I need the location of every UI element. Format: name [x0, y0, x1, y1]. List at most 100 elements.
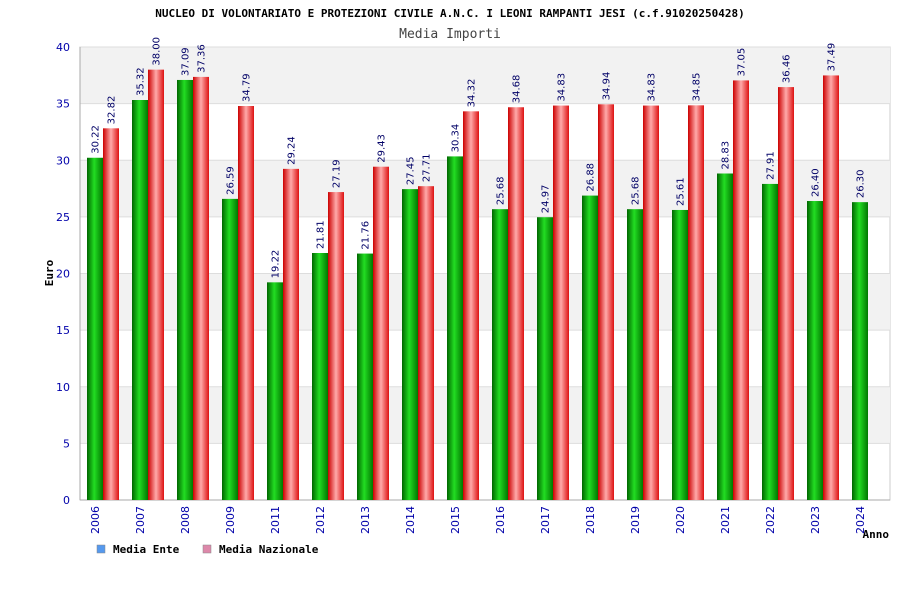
- bar-media-nazionale: [373, 166, 389, 500]
- bar-media-ente: [357, 253, 373, 500]
- bar-media-ente: [627, 209, 643, 500]
- data-label: 27.91: [766, 151, 777, 180]
- x-tick-label: 2012: [314, 506, 327, 534]
- x-tick-label: 2007: [134, 506, 147, 534]
- data-label: 27.19: [332, 159, 343, 188]
- data-label: 37.36: [197, 44, 208, 73]
- bar-media-ente: [807, 201, 823, 500]
- x-tick-label: 2019: [629, 506, 642, 534]
- y-tick-label: 20: [56, 268, 70, 281]
- y-tick-label: 15: [56, 324, 70, 337]
- bar-media-ente: [762, 183, 778, 500]
- legend-label-media-nazionale: Media Nazionale: [219, 543, 319, 556]
- y-tick-label: 25: [56, 211, 70, 224]
- data-label: 34.32: [467, 79, 478, 108]
- x-tick-label: 2021: [719, 506, 732, 534]
- data-label: 38.00: [152, 37, 163, 66]
- bar-media-nazionale: [148, 69, 164, 501]
- bar-media-ente: [87, 157, 103, 501]
- data-label: 21.76: [361, 221, 372, 250]
- bar-media-ente: [222, 198, 238, 500]
- data-label: 25.68: [496, 177, 507, 206]
- y-tick-label: 5: [63, 437, 70, 450]
- x-tick-label: 2009: [224, 506, 237, 534]
- data-label: 21.81: [316, 220, 327, 249]
- bar-media-ente: [402, 189, 418, 500]
- x-tick-labels: 2006 2007 2008 2009 2011 2012 2013 2014 2015 2016…: [89, 506, 867, 534]
- data-label: 29.24: [287, 136, 298, 165]
- plot-band: [80, 386, 890, 444]
- x-tick-label: 2018: [584, 506, 597, 534]
- bar-media-nazionale: [778, 87, 794, 500]
- data-label: 34.83: [557, 73, 568, 102]
- x-tick-label: 2014: [404, 506, 417, 534]
- plot-band: [80, 160, 890, 217]
- bar-media-nazionale: [418, 186, 434, 500]
- bar-media-nazionale: [598, 104, 614, 500]
- legend: Media Ente Media Nazionale: [96, 543, 319, 556]
- data-label: 34.85: [692, 73, 703, 102]
- x-tick-label: 2013: [359, 506, 372, 534]
- data-label: 34.68: [512, 75, 523, 104]
- legend-swatch-media-nazionale: [202, 544, 212, 554]
- y-tick-label: 30: [56, 154, 70, 167]
- data-label: 36.46: [782, 54, 793, 83]
- data-label: 19.22: [271, 250, 282, 279]
- data-label: 26.59: [226, 166, 237, 195]
- y-tick-labels: 0 5 10 15 20 25 30 35 40: [56, 41, 70, 507]
- data-label: 26.40: [811, 168, 822, 197]
- data-label: 28.83: [721, 141, 732, 170]
- data-label: 26.30: [856, 170, 867, 199]
- bar-media-ente: [492, 209, 508, 500]
- bar-media-nazionale: [688, 105, 704, 500]
- x-tick-label: 2015: [449, 506, 462, 534]
- y-tick-label: 40: [56, 41, 70, 54]
- grid-lines: [79, 46, 890, 501]
- chart-subtitle: Media Importi: [399, 27, 501, 42]
- data-label: 25.61: [676, 177, 687, 206]
- x-tick-label: 2020: [674, 506, 687, 534]
- bar-media-nazionale: [823, 75, 839, 500]
- x-axis-label: Anno: [863, 528, 890, 541]
- plot-band: [80, 273, 890, 331]
- x-tick-label: 2022: [764, 506, 777, 534]
- bar-media-nazionale: [328, 192, 344, 501]
- data-label: 37.05: [737, 48, 748, 77]
- data-label: 37.09: [181, 47, 192, 76]
- y-tick-label: 35: [56, 98, 70, 111]
- bar-media-ente: [447, 156, 463, 500]
- bar-media-ente: [672, 209, 688, 501]
- y-axis-label: Euro: [43, 259, 56, 286]
- x-tick-label: 2008: [179, 506, 192, 534]
- legend-label-media-ente: Media Ente: [113, 543, 180, 556]
- bar-media-ente: [717, 173, 733, 500]
- bar-media-ente: [852, 202, 868, 500]
- bar-media-ente: [177, 79, 193, 500]
- bar-media-nazionale: [508, 107, 524, 501]
- bar-media-nazionale: [463, 111, 479, 501]
- data-label: 32.82: [107, 96, 118, 125]
- bar-media-ente: [132, 100, 148, 500]
- data-label: 24.97: [541, 185, 552, 214]
- bar-media-nazionale: [238, 106, 254, 501]
- bar-media-nazionale: [643, 105, 659, 501]
- data-label: 27.45: [406, 156, 417, 185]
- bar-media-ente: [267, 282, 283, 500]
- y-tick-label: 10: [56, 381, 70, 394]
- x-tick-label: 2011: [269, 506, 282, 534]
- y-tick-label: 0: [63, 494, 70, 507]
- bars: [87, 69, 868, 501]
- data-label: 30.34: [451, 124, 462, 153]
- data-label: 34.79: [242, 73, 253, 102]
- data-label: 25.68: [631, 177, 642, 206]
- x-tick-label: 2016: [494, 506, 507, 534]
- data-label: 34.94: [602, 72, 613, 101]
- bar-media-nazionale: [193, 76, 209, 500]
- data-label: 30.22: [91, 125, 102, 154]
- data-label: 34.83: [647, 73, 658, 102]
- bar-media-nazionale: [553, 105, 569, 501]
- bar-media-ente: [312, 253, 328, 500]
- data-label: 35.32: [136, 67, 147, 96]
- data-label: 29.43: [377, 134, 388, 163]
